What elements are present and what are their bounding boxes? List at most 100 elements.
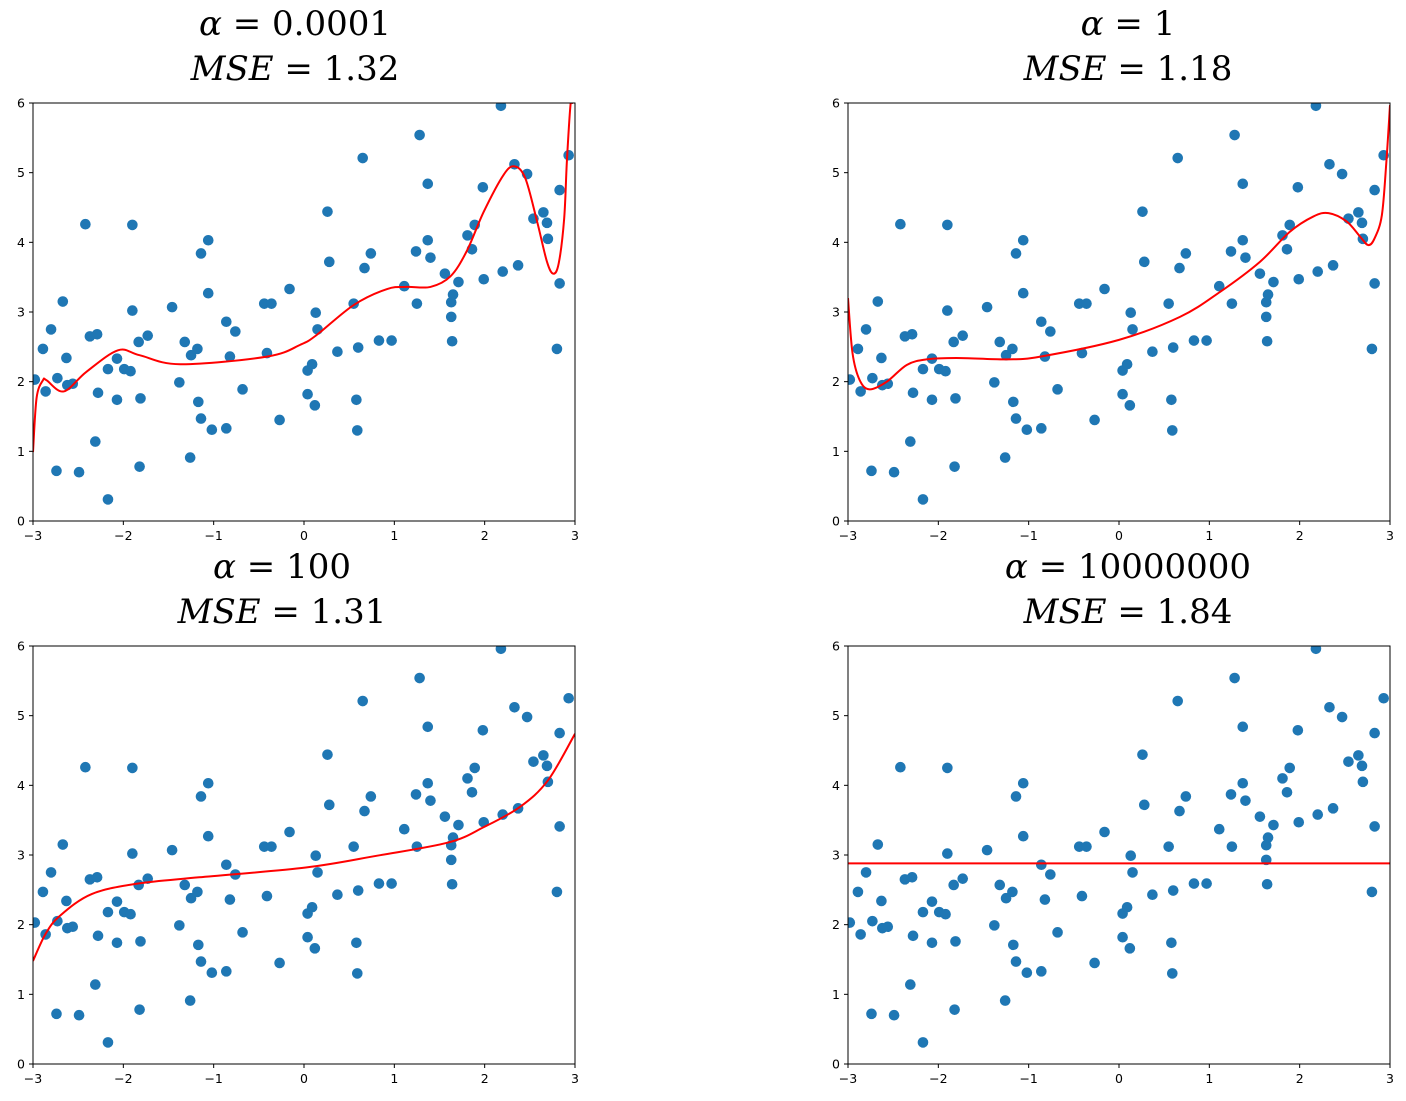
data-point: [1163, 841, 1174, 852]
data-point: [195, 413, 207, 424]
y-tick-label: 5: [832, 165, 840, 180]
data-point: [302, 931, 313, 943]
data-point: [142, 330, 154, 341]
data-point: [1292, 724, 1304, 736]
y-tick-label: 3: [17, 848, 25, 863]
data-point: [1356, 217, 1368, 229]
data-point: [206, 424, 218, 436]
data-point: [67, 921, 79, 933]
data-point: [1327, 260, 1339, 271]
data-point: [1268, 819, 1279, 831]
x-tick-label: −1: [1019, 1071, 1037, 1086]
data-point: [1121, 901, 1133, 913]
data-point: [1127, 324, 1138, 335]
x-tick-label: −3: [24, 1071, 42, 1086]
data-point: [906, 871, 918, 883]
data-point: [1036, 316, 1047, 328]
data-point: [125, 365, 136, 377]
y-tick-label: 6: [17, 639, 25, 654]
data-point: [1052, 927, 1063, 938]
data-point: [274, 414, 285, 426]
data-point: [942, 219, 953, 231]
data-point: [1008, 939, 1019, 951]
data-point: [466, 787, 478, 798]
data-point: [192, 886, 203, 898]
data-point: [926, 937, 938, 949]
y-tick-label: 2: [17, 374, 25, 389]
data-point: [906, 328, 918, 340]
data-point: [73, 1009, 85, 1021]
scatter-points: [33, 646, 574, 1048]
data-point: [359, 262, 370, 274]
data-point: [497, 809, 509, 820]
x-tick-label: −3: [839, 528, 857, 543]
data-point: [91, 328, 103, 340]
data-point: [1174, 262, 1185, 274]
data-point: [1166, 394, 1177, 406]
data-point: [365, 791, 377, 802]
data-point: [1017, 777, 1029, 789]
x-tick-label: 2: [1296, 528, 1304, 543]
data-point: [1353, 207, 1364, 218]
x-tick-label: −1: [204, 1071, 222, 1086]
data-point: [57, 296, 69, 307]
y-tick-label: 2: [832, 374, 840, 389]
data-point: [1324, 702, 1335, 713]
data-point: [1174, 805, 1185, 817]
data-point: [61, 352, 72, 364]
data-point: [266, 841, 277, 852]
data-point: [999, 452, 1011, 463]
data-point: [1260, 311, 1272, 323]
data-point: [905, 436, 916, 447]
data-point: [989, 377, 1000, 388]
data-point: [1357, 776, 1369, 788]
data-point: [373, 878, 385, 889]
data-point: [453, 819, 464, 831]
data-point: [917, 906, 929, 918]
x-tick-label: −2: [929, 1071, 947, 1086]
data-point: [61, 895, 72, 907]
data-point: [386, 878, 397, 889]
data-point: [551, 886, 563, 898]
data-point: [1343, 756, 1354, 767]
data-point: [551, 343, 563, 355]
data-point: [848, 374, 856, 385]
data-point: [855, 929, 866, 940]
x-tick-label: −2: [114, 528, 132, 543]
data-point: [512, 260, 524, 271]
data-point: [57, 839, 69, 850]
data-point: [1237, 777, 1249, 789]
data-point: [274, 957, 285, 969]
data-point: [1268, 276, 1279, 288]
data-point: [538, 750, 549, 761]
data-point: [439, 268, 451, 279]
data-point: [312, 867, 323, 878]
data-point: [1045, 869, 1056, 880]
mse-title: MSE = 1.32: [190, 49, 400, 89]
data-point: [184, 452, 196, 463]
data-point: [1369, 184, 1380, 196]
data-point: [949, 1004, 960, 1015]
data-point: [1138, 256, 1150, 268]
data-point: [907, 387, 919, 399]
data-point: [1261, 335, 1273, 347]
y-tick-label: 1: [832, 444, 840, 459]
data-point: [134, 1004, 145, 1015]
data-point: [1172, 152, 1184, 164]
data-point: [237, 384, 248, 395]
data-point: [948, 879, 959, 891]
data-point: [554, 278, 565, 289]
data-point: [202, 234, 214, 246]
data-point: [221, 966, 232, 977]
data-point: [1284, 219, 1296, 231]
data-point: [1225, 246, 1237, 257]
data-point: [1121, 358, 1133, 370]
alpha-title: α = 0.0001: [199, 4, 391, 44]
scatter-points: [848, 646, 1389, 1048]
data-point: [266, 298, 277, 309]
data-point: [398, 823, 410, 835]
scatter-points: [848, 103, 1389, 505]
x-tick-label: 3: [571, 528, 579, 543]
fit-curve: [33, 103, 574, 453]
